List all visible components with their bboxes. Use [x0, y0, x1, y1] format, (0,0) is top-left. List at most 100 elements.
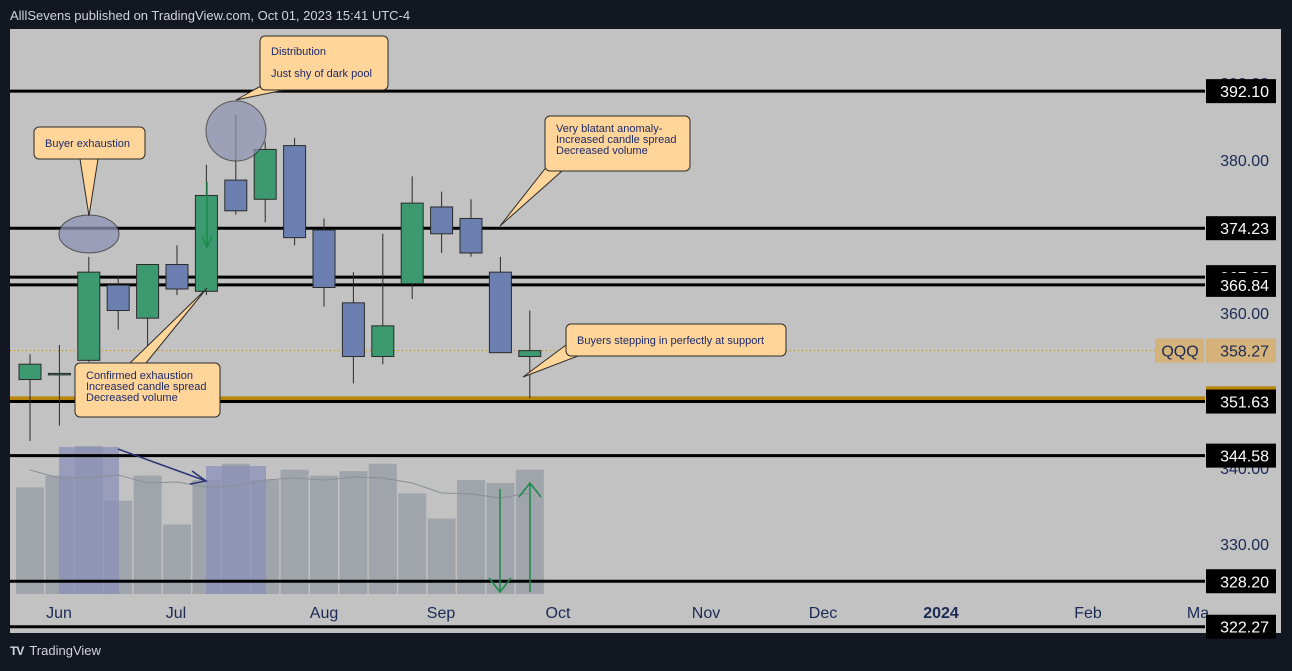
volume-bar — [310, 475, 338, 594]
time-axis: Jun Jul Aug Sep Oct Nov Dec 2024 Feb Ma — [46, 605, 1209, 622]
time-tick-label: Aug — [310, 605, 338, 622]
tradingview-logo-icon: TV — [10, 643, 24, 658]
level-label-text: 374.23 — [1220, 221, 1269, 238]
level-label-text: 351.63 — [1220, 395, 1269, 412]
level-label-text: 328.20 — [1220, 574, 1269, 591]
time-tick-label: Jun — [46, 605, 72, 622]
volume-bar — [457, 480, 485, 594]
callout-pointer — [499, 164, 563, 227]
time-tick-label: Feb — [1074, 605, 1102, 622]
callout-text: Decreased volume — [556, 145, 648, 157]
volume-trend-arrow-head — [189, 470, 208, 485]
candle-body — [312, 229, 336, 288]
candle-body — [518, 350, 542, 358]
volume-bar — [16, 487, 44, 594]
volume-bar — [133, 475, 162, 594]
candle-body — [224, 179, 248, 212]
price-tick-label: 360.00 — [1220, 306, 1269, 323]
volume-highlight-block — [59, 447, 119, 594]
level-label-box — [1206, 389, 1276, 414]
candle-body — [136, 263, 160, 319]
volume-up-arrow-head — [518, 481, 542, 498]
symbol-tag-text: QQQ — [1161, 344, 1198, 361]
last-price-label: QQQ 358.27 — [1155, 338, 1276, 363]
callout-box — [33, 126, 146, 160]
price-tick-label: 380.00 — [1220, 153, 1269, 170]
level-label-box — [1206, 614, 1276, 639]
candle-body — [283, 145, 307, 239]
candle-body — [430, 206, 454, 235]
highlight-ellipse — [58, 214, 120, 254]
candle-body — [400, 202, 424, 285]
level-label-box — [1206, 272, 1276, 297]
volume-bar — [368, 463, 397, 594]
level-label-box — [1206, 216, 1276, 241]
level-label-text: 322.27 — [1220, 620, 1269, 637]
time-tick-label: Dec — [809, 605, 837, 622]
level-price-label: 392.10 — [1206, 79, 1276, 104]
callout-distribution: Distribution Just shy of dark pool — [235, 35, 389, 101]
level-price-label: 322.27 — [1206, 614, 1276, 639]
level-label-box — [1206, 569, 1276, 594]
callout-text: Confirmed exhaustion — [86, 370, 193, 382]
callout-text: Decreased volume — [86, 392, 178, 404]
callout-text: Very blatant anomaly- — [556, 123, 663, 135]
candle-body — [341, 302, 365, 358]
callout-pointer — [79, 158, 99, 217]
level-labels: 392.10374.23367.85366.84352.05351.63344.… — [1155, 79, 1276, 639]
candle-body — [253, 148, 277, 200]
time-tick-label: Oct — [546, 605, 571, 622]
candle-body — [18, 363, 42, 381]
callout-text: Increased candle spread — [86, 381, 206, 393]
volume-highlight-block — [206, 466, 266, 594]
time-tick-label: 2024 — [923, 605, 959, 622]
volume-bar — [280, 469, 309, 594]
callout-text: Increased candle spread — [556, 134, 676, 146]
callouts: Buyer exhaustion Distribution Just shy of … — [33, 35, 787, 418]
callout-box — [74, 362, 221, 418]
drawing-shapes — [58, 100, 542, 594]
candle-body — [165, 263, 189, 290]
time-tick-label: Ma — [1187, 605, 1209, 622]
level-price-label: 351.63 — [1206, 389, 1276, 414]
volume-bar — [339, 471, 368, 594]
highlight-circle — [205, 100, 267, 162]
level-label-text: 366.84 — [1220, 278, 1269, 295]
candle-body — [459, 217, 483, 254]
tradingview-brand-text: TradingView — [29, 643, 101, 658]
candle-body — [488, 271, 512, 354]
candle-body — [106, 284, 130, 311]
candle-body — [47, 372, 71, 376]
volume-down-arrow-head — [488, 577, 512, 594]
volume-bar — [398, 493, 427, 594]
callout-box — [259, 35, 389, 91]
callout-text: Distribution — [271, 46, 326, 58]
publication-header: AlllSevens published on TradingView.com,… — [10, 8, 411, 23]
level-label-text: 344.58 — [1220, 449, 1269, 466]
volume-bar — [163, 524, 191, 594]
level-price-label: 366.84 — [1206, 272, 1276, 297]
level-price-label: 328.20 — [1206, 569, 1276, 594]
symbol-tag — [1155, 338, 1204, 363]
callout-buyers-support: Buyers stepping in perfectly at support — [522, 323, 787, 378]
callout-anomaly: Very blatant anomaly-Increased candle sp… — [499, 115, 691, 227]
time-tick-label: Jul — [166, 605, 186, 622]
level-price-label: 344.58 — [1206, 443, 1276, 468]
footer-brand[interactable]: TV TradingView — [10, 643, 101, 658]
candle-body — [371, 325, 395, 358]
level-price-label: 374.23 — [1206, 216, 1276, 241]
arrow-down-head — [201, 235, 213, 249]
price-tick-label: 330.00 — [1220, 537, 1269, 554]
callout-text: Buyers stepping in perfectly at support — [577, 335, 764, 347]
callout-text: Just shy of dark pool — [271, 68, 372, 80]
last-price-box — [1206, 338, 1276, 363]
candles — [18, 114, 542, 441]
callout-text: Buyer exhaustion — [45, 138, 130, 150]
volume-trend-arrow — [117, 448, 207, 482]
last-price-text: 358.27 — [1220, 344, 1269, 361]
callout-box — [544, 115, 691, 172]
level-label-box — [1206, 79, 1276, 104]
